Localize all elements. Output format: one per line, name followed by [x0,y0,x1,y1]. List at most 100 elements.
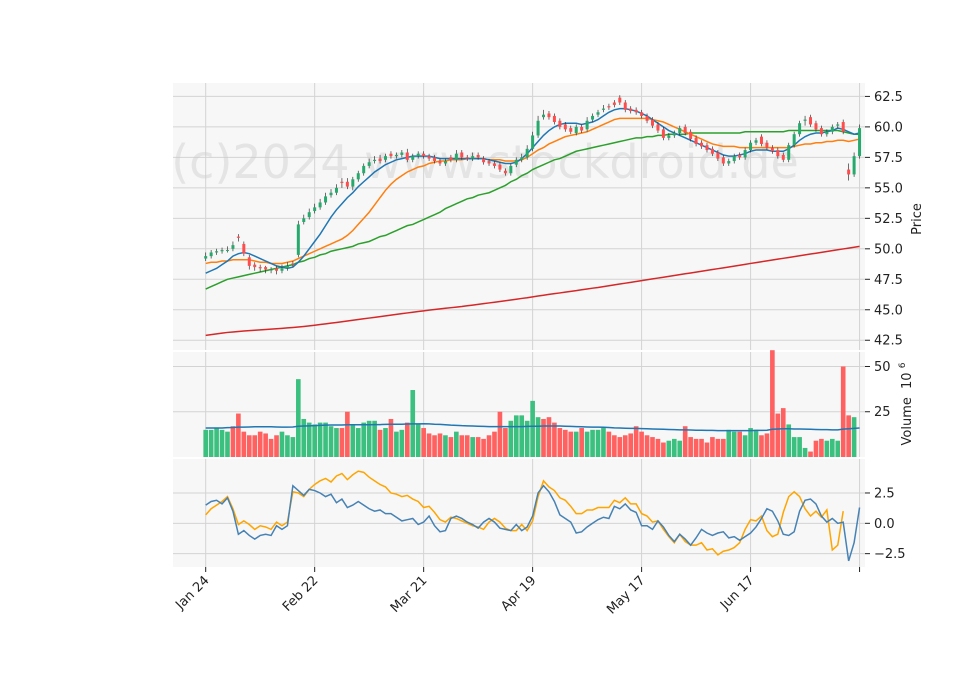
volume-bar [770,350,775,457]
volume-bar [497,411,503,457]
volume-bar [617,437,623,457]
candle-body [471,156,475,159]
candle-body [264,267,268,270]
volume-bar [650,437,655,457]
y-tick-label: 60.0 [874,120,903,135]
volume-bar [715,438,721,457]
volume-bar [513,415,519,457]
candle-body [580,126,584,131]
candle-body [422,153,426,157]
y-tick-label: 47.5 [874,273,903,288]
volume-bar [819,438,824,457]
candle-body [204,256,208,259]
candle-body [623,102,627,110]
candle-body [749,142,753,151]
volume-bar [208,429,214,457]
volume-bar [481,438,486,457]
volume-bar [535,417,541,457]
candle-body [334,187,338,193]
volume-bar [524,420,530,457]
candle-body [498,164,502,170]
volume-bar [622,435,628,457]
volume-bar [448,437,454,457]
volume-bar [399,429,405,457]
volume-bar [306,422,312,457]
volume-bar [557,428,563,457]
volume-axis-label-exponent-base: 10 [900,372,915,389]
volume-bar [290,437,296,457]
volume-bar [323,422,328,457]
volume-bar [432,435,437,457]
candle-body [411,156,415,160]
volume-bar [252,435,258,457]
x-tick-label: Apr 19 [498,573,539,614]
y-tick-label: 0.0 [874,517,895,532]
volume-bar [345,411,350,457]
volume-bar [508,420,514,457]
candle-body [552,115,556,123]
volume-bar [802,447,808,457]
volume-bar [437,433,443,457]
volume-bar [808,451,813,457]
volume-bar [530,400,535,457]
candle-body [225,250,229,252]
volume-bar [377,429,383,457]
y-tick-label: 57.5 [874,151,903,166]
volume-bar [296,379,301,457]
candle-body [503,170,507,174]
candle-body [367,162,371,166]
candle-body [847,169,851,175]
candle-body [313,207,317,212]
candle-body [285,265,289,269]
candle-body [640,112,644,116]
candle-body [438,161,442,164]
candle-body [302,218,306,222]
volume-bar [710,437,715,457]
candle-body [416,153,420,157]
candle-body [492,163,496,166]
candle-body [667,135,671,138]
candle-body [710,148,714,154]
candle-body [629,108,633,112]
candle-body [351,179,355,187]
candle-body [258,267,262,269]
candle-body [591,115,595,120]
volume-bar [693,438,699,457]
candle-body [340,181,344,183]
candle-body [476,154,480,158]
volume-bar [726,429,732,457]
volume-bar [824,440,830,457]
candle-body [547,113,551,118]
candle-body [776,150,780,157]
volume-bar [835,440,841,457]
volume-bar [285,435,290,457]
y-tick-label: 50 [874,360,891,375]
volume-bar [203,429,209,457]
candle-body [242,243,246,254]
volume-bar [639,431,644,457]
volume-axis-label-exponent: 6 [898,362,908,368]
volume-bar [644,435,650,457]
volume-bar [573,431,579,457]
candle-body [841,122,845,132]
candle-body [563,124,567,130]
price-axis-label: Price [910,203,925,235]
volume-bar [791,437,797,457]
volume-bar [241,431,247,457]
candle-body [329,192,333,196]
volume-bar [704,442,710,457]
candle-body [721,157,725,164]
volume-bar [661,442,666,457]
volume-bar [677,440,683,457]
volume-bar [688,437,693,457]
candle-body [830,126,834,132]
volume-bar [731,431,737,457]
candle-body [634,109,638,113]
series-line-ma_long [205,129,860,290]
series-line-macd [205,484,861,562]
volume-bar [786,424,792,457]
candle-body [253,264,257,268]
candle-body [465,157,469,159]
candle-body [689,131,693,140]
volume-bar [328,426,334,457]
